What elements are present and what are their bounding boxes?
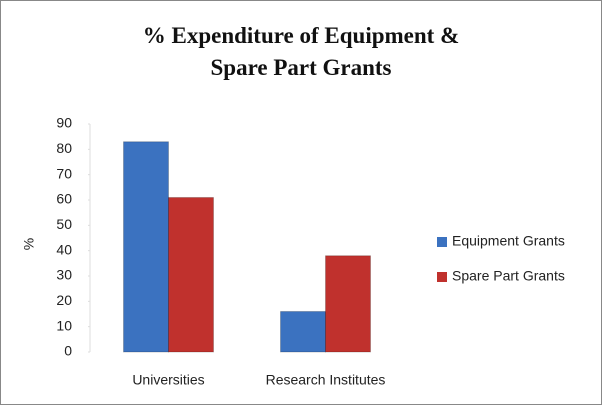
legend-label: Equipment Grants	[452, 233, 565, 249]
chart-title: % Expenditure of Equipment & Spare Part …	[142, 23, 460, 80]
bar	[325, 255, 371, 353]
legend-label: Spare Part Grants	[452, 268, 565, 284]
y-tick-label: 30	[56, 267, 72, 283]
y-tick-label: 90	[56, 115, 72, 131]
y-tick-label: 20	[56, 292, 72, 308]
legend-swatch	[437, 272, 447, 282]
x-tick-label: Research Institutes	[266, 372, 386, 388]
legend-swatch	[437, 237, 447, 247]
y-tick-label: 10	[56, 317, 72, 333]
bar	[168, 196, 214, 353]
y-axis-label: %	[21, 238, 37, 250]
y-tick-label: 80	[56, 140, 72, 156]
x-tick-label: Universities	[132, 372, 204, 388]
y-tick-label: 70	[56, 165, 72, 181]
bar	[280, 310, 326, 353]
bar	[123, 141, 169, 353]
y-tick-label: 0	[64, 343, 72, 359]
y-tick-label: 60	[56, 191, 72, 207]
y-tick-label: 40	[56, 241, 72, 257]
y-tick-label: 50	[56, 216, 72, 232]
